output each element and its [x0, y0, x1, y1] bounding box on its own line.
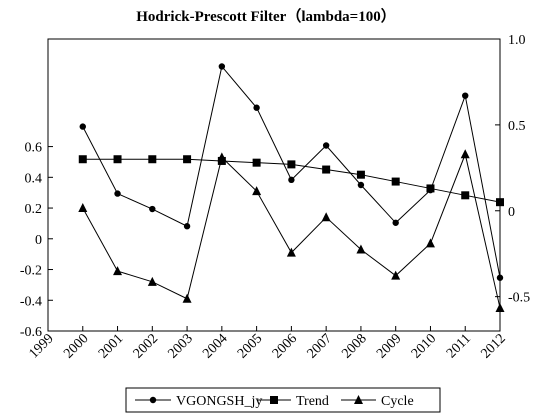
vgongsh-jy-line [82, 65, 501, 278]
trend-point [426, 184, 435, 193]
legend: VGONGSH_jy Trend Cycle [125, 387, 441, 413]
cycle-point [252, 186, 262, 196]
right-tick-label: -0.5 [508, 291, 530, 306]
left-tick-label: -0.2 [20, 264, 42, 279]
x-tick-label: 2007 [305, 331, 335, 361]
legend-vgongsh-jy-label: VGONGSH_jy [176, 394, 262, 409]
left-tick-label: -0.6 [20, 325, 42, 340]
trend-point [461, 191, 470, 200]
vgongsh-jy-point [218, 63, 226, 70]
x-tick-label: 2004 [200, 331, 230, 361]
trend-point [113, 155, 122, 164]
legend-vgongsh-jy-marker [149, 396, 157, 404]
legend-trend-label: Trend [296, 394, 329, 409]
vgongsh-jy-point [183, 223, 191, 230]
vgongsh-jy-point [149, 205, 156, 213]
x-tick-label: 2003 [165, 331, 195, 361]
cycle-point [321, 212, 331, 222]
trend-point [252, 158, 261, 167]
left-tick-label: 0.2 [25, 202, 43, 217]
x-tick-label: 2005 [235, 331, 265, 361]
left-tick-label: 0.6 [25, 141, 43, 156]
vgongsh-jy-point [288, 176, 295, 184]
legend-cycle-marker [354, 395, 363, 404]
vgongsh-jy-point [322, 142, 330, 149]
x-tick-label: 2008 [339, 331, 369, 361]
cycle-point [113, 266, 123, 276]
legend-box [125, 387, 441, 413]
left-tick-label: 0 [35, 233, 42, 248]
chart-title: Hodrick-Prescott Filter（lambda=100） [136, 7, 395, 25]
vgongsh-jy-point [392, 219, 399, 226]
x-tick-label: 2009 [374, 331, 404, 361]
x-tick-label: 2002 [131, 331, 161, 361]
cycle-point [495, 302, 505, 312]
cycle-point [147, 276, 157, 286]
legend-trend-marker [270, 396, 278, 404]
series-layer [78, 63, 505, 312]
left-tick-label: -0.4 [20, 294, 42, 309]
legend-cycle-label: Cycle [381, 394, 414, 409]
left-y-axis: 0.6 0.4 0.2 0 -0.2 -0.4 -0.6 [20, 141, 53, 340]
x-tick-label: 2011 [444, 331, 474, 361]
right-tick-label: 1.0 [508, 33, 526, 48]
trend-point [356, 170, 365, 179]
cycle-point [460, 149, 470, 159]
x-tick-label: 2012 [478, 331, 508, 361]
right-tick-label: 0.5 [508, 119, 526, 134]
cycle-point [425, 238, 435, 248]
cycle-point [182, 293, 192, 303]
cycle-point [391, 270, 401, 280]
plot-frame [47, 38, 501, 332]
vgongsh-jy-point [496, 274, 504, 281]
left-tick-label: 0.4 [25, 171, 43, 186]
x-tick-label: 2000 [61, 331, 91, 361]
cycle-point [356, 244, 366, 254]
trend-point [496, 198, 504, 207]
x-tick-label: 2001 [96, 331, 126, 361]
vgongsh-jy-point [79, 123, 86, 130]
cycle-point [78, 203, 88, 213]
right-tick-label: 0 [508, 205, 515, 220]
trend-point [148, 155, 157, 164]
x-tick-label: 2006 [270, 331, 300, 361]
trend-point [391, 177, 400, 186]
vgongsh-jy-point [462, 92, 469, 99]
vgongsh-jy-point [357, 181, 365, 189]
cycle-point [217, 152, 227, 162]
x-tick-label: 2010 [409, 331, 439, 361]
vgongsh-jy-point [253, 104, 260, 111]
right-y-axis: 1.0 0.5 0 -0.5 [495, 33, 530, 306]
trend-point [183, 155, 192, 164]
trend-point [322, 165, 331, 174]
trend-point [287, 160, 296, 169]
vgongsh-jy-point [114, 190, 121, 197]
trend-point [78, 155, 87, 164]
cycle-point [286, 247, 296, 257]
